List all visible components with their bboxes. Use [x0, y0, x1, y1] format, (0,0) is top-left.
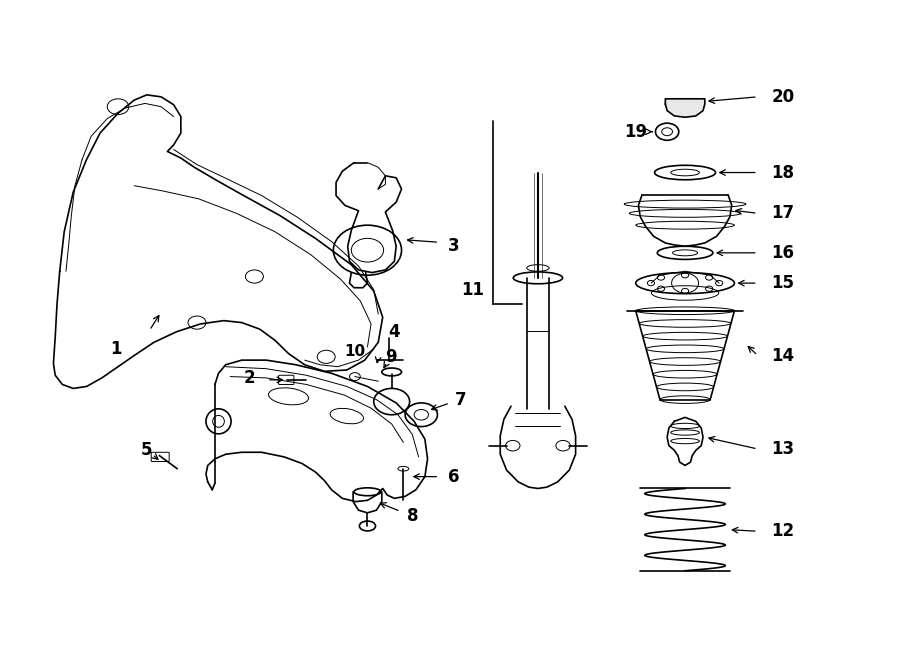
Text: 9: 9	[385, 348, 397, 366]
Text: 13: 13	[771, 440, 795, 458]
Text: 3: 3	[448, 237, 460, 255]
Text: 19: 19	[625, 123, 647, 141]
Text: 14: 14	[771, 346, 795, 364]
Text: 2: 2	[244, 369, 256, 387]
Polygon shape	[665, 98, 705, 117]
Text: 18: 18	[771, 163, 794, 182]
Text: 12: 12	[771, 522, 795, 540]
Text: 10: 10	[345, 344, 365, 359]
Text: 1: 1	[111, 340, 122, 358]
Text: 8: 8	[407, 507, 418, 525]
Text: 4: 4	[389, 323, 400, 341]
Text: 17: 17	[771, 204, 795, 222]
Text: 15: 15	[771, 274, 794, 292]
Text: 7: 7	[454, 391, 466, 408]
Text: 11: 11	[461, 281, 484, 299]
Text: 16: 16	[771, 244, 794, 262]
Text: 6: 6	[448, 467, 460, 486]
Text: 5: 5	[141, 442, 152, 459]
Text: 20: 20	[771, 88, 795, 106]
